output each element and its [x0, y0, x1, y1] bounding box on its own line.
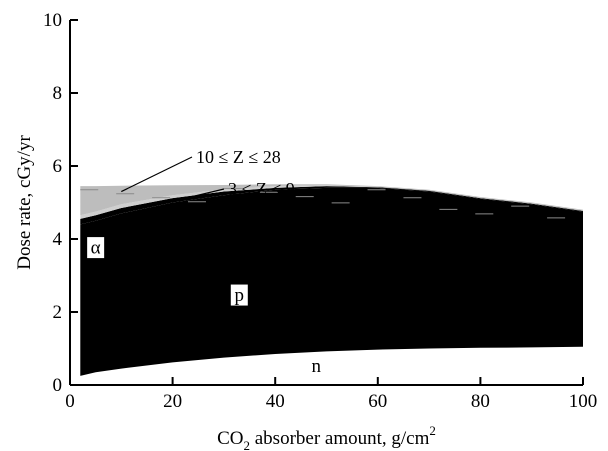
dose-regions	[80, 184, 584, 385]
x-axis-title: CO2 absorber amount, g/cm2	[217, 423, 436, 451]
region-label: n	[311, 356, 321, 377]
x-tick-label: 20	[163, 391, 182, 412]
y-tick-label: 4	[53, 229, 63, 250]
x-tick-label: 0	[65, 391, 75, 412]
y-tick-label: 0	[53, 375, 63, 396]
x-tick-label: 40	[266, 391, 285, 412]
annotation-leader	[182, 188, 225, 200]
annotation-label: 10 ≤ Z ≤ 28	[196, 147, 281, 167]
y-tick-label: 8	[53, 83, 63, 104]
y-tick-label: 6	[53, 156, 63, 177]
x-tick-label: 60	[368, 391, 387, 412]
region-alpha	[80, 186, 584, 225]
x-tick-label: 80	[471, 391, 490, 412]
region-label: α	[91, 238, 101, 259]
annotation-leader	[121, 156, 193, 193]
region-label-box	[86, 236, 106, 260]
annotations: 10 ≤ Z ≤ 28 3 ≤ Z ≤ 9 α p n	[86, 147, 321, 377]
y-axis-title: Dose rate, cGy/yr	[14, 135, 35, 270]
region-label-box	[229, 283, 249, 307]
region-n	[80, 346, 584, 385]
y-tick-label: 2	[53, 302, 63, 323]
region-p	[80, 187, 584, 376]
y-tick-label: 10	[43, 10, 62, 31]
annotation-label: 3 ≤ Z ≤ 9	[228, 179, 295, 199]
region-label: p	[235, 285, 245, 306]
x-tick-label: 100	[569, 391, 598, 412]
